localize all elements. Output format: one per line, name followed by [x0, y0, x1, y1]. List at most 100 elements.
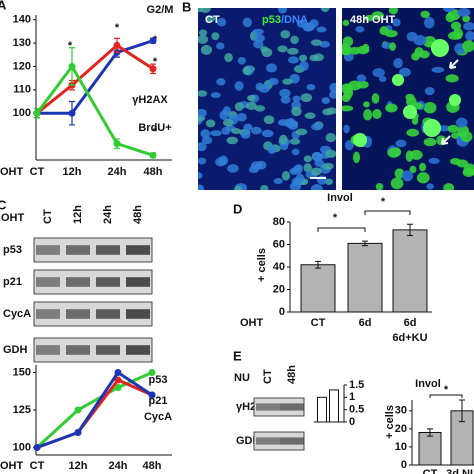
- series-label: γH2AX: [132, 94, 168, 106]
- marker: [74, 406, 82, 414]
- annotation: *: [68, 40, 73, 52]
- x-label: OHT: [0, 460, 24, 472]
- x-tick-label: 24h: [109, 460, 128, 472]
- nucleus: [219, 110, 229, 121]
- stain-dna: /DNA: [281, 14, 308, 26]
- nucleus: [201, 136, 213, 145]
- nucleus: [355, 26, 365, 33]
- nucleus: [462, 15, 471, 23]
- nucleus: [198, 90, 208, 97]
- nucleus-large: [392, 74, 404, 86]
- panel-label: E: [233, 348, 242, 363]
- y-tick-label: 0: [279, 306, 285, 318]
- image-label: CT: [205, 14, 220, 26]
- nucleus: [406, 128, 419, 137]
- nucleus: [205, 15, 216, 22]
- nucleus: [295, 128, 308, 136]
- y-tick-label: 10: [395, 441, 407, 453]
- band: [36, 277, 60, 287]
- y-tick-label: 0: [401, 459, 407, 471]
- error-bar: [459, 399, 465, 423]
- y-label: + cells: [384, 405, 396, 439]
- marker: [114, 376, 122, 384]
- band: [96, 345, 120, 355]
- band: [36, 345, 60, 355]
- bar: [329, 389, 339, 423]
- nucleus: [379, 26, 389, 36]
- nucleus: [352, 151, 361, 164]
- panel-label: D: [233, 201, 242, 216]
- nucleus: [342, 83, 353, 90]
- marker: [149, 65, 157, 73]
- nucleus: [200, 44, 213, 55]
- nucleus: [311, 123, 324, 131]
- nucleus: [342, 44, 352, 56]
- x-label: OHT: [240, 317, 264, 329]
- row-label: p21: [3, 276, 22, 288]
- y-tick-label: 20: [395, 423, 407, 435]
- y-tick-label: 130: [13, 37, 31, 49]
- nucleus: [371, 93, 380, 104]
- x-tick-label: 6d: [404, 317, 417, 329]
- marker: [68, 62, 76, 70]
- nucleus: [406, 31, 418, 42]
- band: [66, 309, 90, 319]
- nucleus: [314, 159, 325, 167]
- nucleus: [401, 170, 414, 182]
- nucleus: [251, 161, 263, 171]
- bar: [392, 229, 428, 313]
- nucleus: [409, 165, 417, 174]
- nucleus: [226, 136, 239, 145]
- nucleus: [342, 36, 354, 47]
- nucleus: [287, 47, 299, 55]
- nucleus: [240, 130, 251, 139]
- line: [36, 43, 154, 115]
- nucleus: [372, 108, 382, 120]
- lane-label: CT: [262, 369, 274, 384]
- nucleus: [263, 115, 275, 125]
- chart-title: Invol: [327, 192, 353, 204]
- nucleus: [452, 28, 463, 40]
- nucleus: [227, 164, 239, 173]
- band: [126, 345, 150, 355]
- lane-label: 12h: [72, 205, 84, 224]
- nucleus: [291, 148, 300, 156]
- nucleus: [460, 131, 473, 143]
- nucleus: [218, 155, 229, 166]
- marker: [33, 109, 41, 117]
- nucleus: [390, 177, 404, 190]
- nucleus: [426, 183, 434, 190]
- nucleus: [456, 159, 469, 168]
- nucleus: [316, 175, 327, 185]
- band: [36, 309, 60, 319]
- stain-p53: p53: [262, 14, 281, 26]
- band: [256, 437, 280, 445]
- annotation: *: [153, 56, 158, 68]
- nucleus-large: [431, 39, 449, 57]
- nucleus: [291, 106, 302, 117]
- nucleus: [310, 167, 322, 176]
- nucleus: [344, 140, 354, 151]
- band: [280, 403, 304, 411]
- nucleus: [231, 127, 241, 134]
- nucleus: [362, 43, 370, 52]
- nucleus: [306, 83, 316, 91]
- nucleus: [243, 123, 253, 131]
- series-label: CycA: [144, 411, 172, 423]
- nucleus: [221, 126, 231, 135]
- nucleus: [216, 78, 226, 86]
- nucleus: [198, 157, 207, 165]
- nucleus: [290, 35, 299, 45]
- error-bar: [427, 428, 433, 437]
- bracket: [364, 210, 411, 215]
- marker: [114, 384, 122, 391]
- annotation: *: [115, 22, 120, 34]
- image-label: 48h OHT: [350, 14, 396, 26]
- chart-title: Invol: [415, 378, 441, 390]
- nucleus: [260, 185, 269, 190]
- band: [66, 245, 90, 255]
- nucleus: [316, 26, 327, 33]
- x-tick-label: 48h: [144, 166, 163, 178]
- x-tick-label: 48h: [143, 460, 162, 472]
